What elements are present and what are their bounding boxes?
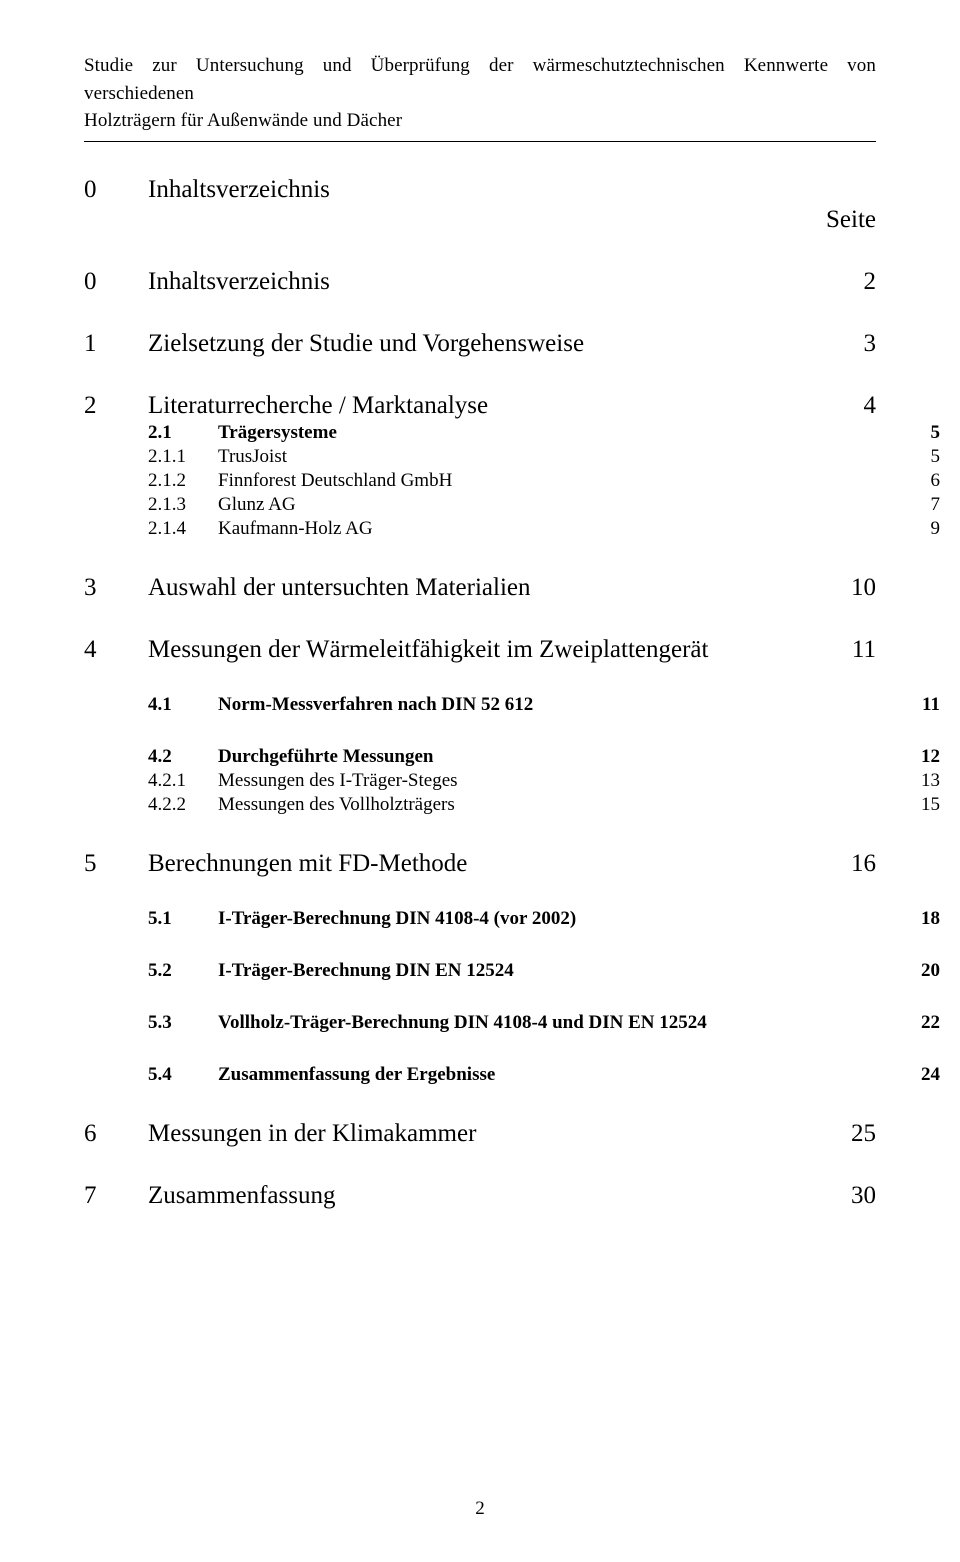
toc-entry-title: Messungen des I-Träger-Steges [218, 770, 900, 792]
toc-entry: 2.1.1TrusJoist5 [84, 446, 940, 468]
toc-entry: 2.1.4Kaufmann-Holz AG9 [84, 518, 940, 540]
toc-entry-number: 3 [84, 574, 148, 602]
toc-heading-number: 0 [84, 176, 148, 204]
page: Studie zur Untersuchung und Überprüfung … [0, 0, 960, 1562]
toc-entry-title: Finnforest Deutschland GmbH [218, 470, 900, 492]
toc-entry: 2.1.2Finnforest Deutschland GmbH6 [84, 470, 940, 492]
toc-entry-page: 12 [900, 746, 940, 768]
toc-entry-page: 4 [836, 392, 876, 420]
toc-entry-title: Vollholz-Träger-Berechnung DIN 4108-4 un… [218, 1012, 900, 1034]
toc-entry-number: 7 [84, 1182, 148, 1210]
toc-entry-page: 22 [900, 1012, 940, 1034]
toc-entry: 3Auswahl der untersuchten Materialien10 [84, 574, 876, 602]
toc-entry-number: 4.2 [148, 746, 218, 768]
toc-entry-title: Zusammenfassung der Ergebnisse [218, 1064, 900, 1086]
toc-entry: 4.1Norm-Messverfahren nach DIN 52 61211 [84, 694, 940, 716]
page-number: 2 [0, 1498, 960, 1520]
toc-entry: 1Zielsetzung der Studie und Vorgehenswei… [84, 330, 876, 358]
toc-entry-title: Norm-Messverfahren nach DIN 52 612 [218, 694, 900, 716]
toc-entry-title: Trägersysteme [218, 422, 900, 444]
toc-entry: 6Messungen in der Klimakammer25 [84, 1120, 876, 1148]
toc-entry: 4.2.2Messungen des Vollholzträgers15 [84, 794, 940, 816]
toc-entry-title: I-Träger-Berechnung DIN EN 12524 [218, 960, 900, 982]
toc-entry-title: I-Träger-Berechnung DIN 4108-4 (vor 2002… [218, 908, 900, 930]
toc-entry-page: 5 [900, 422, 940, 444]
toc-entry-page: 18 [900, 908, 940, 930]
toc-entry-number: 2.1.1 [148, 446, 218, 468]
toc-entry-page: 25 [836, 1120, 876, 1148]
toc-entry-page: 9 [900, 518, 940, 540]
toc-entry: 5.1I-Träger-Berechnung DIN 4108-4 (vor 2… [84, 908, 940, 930]
toc-entry-page: 6 [900, 470, 940, 492]
toc-entry-page: 24 [900, 1064, 940, 1086]
toc-entry-page: 3 [836, 330, 876, 358]
toc-entry-title: Zielsetzung der Studie und Vorgehensweis… [148, 330, 836, 358]
toc-entry-title: Kaufmann-Holz AG [218, 518, 900, 540]
toc-entry: 4.2Durchgeführte Messungen12 [84, 746, 940, 768]
running-header: Studie zur Untersuchung und Überprüfung … [84, 52, 876, 135]
toc-entry-number: 6 [84, 1120, 148, 1148]
toc-entry-page: 11 [900, 694, 940, 716]
toc-entry: 4Messungen der Wärmeleitfähigkeit im Zwe… [84, 636, 876, 664]
toc-heading-row: 0 Inhaltsverzeichnis [84, 176, 876, 204]
toc-entry-number: 2.1.2 [148, 470, 218, 492]
toc-entry-title: Messungen der Wärmeleitfähigkeit im Zwei… [148, 636, 836, 664]
toc-entry-number: 5.2 [148, 960, 218, 982]
toc-entry-number: 4.2.1 [148, 770, 218, 792]
toc-entry-number: 4.1 [148, 694, 218, 716]
toc-entry-page: 15 [900, 794, 940, 816]
toc-entry-number: 2.1.3 [148, 494, 218, 516]
toc-entry-title: Glunz AG [218, 494, 900, 516]
header-divider [84, 141, 876, 142]
toc-entry-page: 11 [836, 636, 876, 664]
toc-entry: 4.2.1Messungen des I-Träger-Steges13 [84, 770, 940, 792]
toc-entry-title: Durchgeführte Messungen [218, 746, 900, 768]
toc-entry-page: 30 [836, 1182, 876, 1210]
toc-entry-page: 10 [836, 574, 876, 602]
toc-entry-number: 5.3 [148, 1012, 218, 1034]
toc-entry-title: Messungen in der Klimakammer [148, 1120, 836, 1148]
toc-entry-page: 20 [900, 960, 940, 982]
toc-entry: 2.1.3Glunz AG7 [84, 494, 940, 516]
toc-entry: 7Zusammenfassung30 [84, 1182, 876, 1210]
toc-entry-title: Messungen des Vollholzträgers [218, 794, 900, 816]
seite-label: Seite [84, 206, 876, 234]
toc-entry: 2Literaturrecherche / Marktanalyse4 [84, 392, 876, 420]
toc-entry-page: 2 [836, 268, 876, 296]
toc-entry-page: 13 [900, 770, 940, 792]
toc-entry-number: 0 [84, 268, 148, 296]
toc-entry: 5.4Zusammenfassung der Ergebnisse24 [84, 1064, 940, 1086]
toc-entry-number: 2.1.4 [148, 518, 218, 540]
toc-entry-number: 5 [84, 850, 148, 878]
toc-entry-title: Berechnungen mit FD-Methode [148, 850, 836, 878]
toc-entry-number: 2.1 [148, 422, 218, 444]
toc-entry: 0Inhaltsverzeichnis2 [84, 268, 876, 296]
toc-entry-page: 16 [836, 850, 876, 878]
toc-entry-page: 7 [900, 494, 940, 516]
toc-entry-number: 5.1 [148, 908, 218, 930]
toc-entry-title: Zusammenfassung [148, 1182, 836, 1210]
toc-entry-number: 2 [84, 392, 148, 420]
toc-entry: 5Berechnungen mit FD-Methode16 [84, 850, 876, 878]
toc-container: 0Inhaltsverzeichnis21Zielsetzung der Stu… [84, 268, 876, 1210]
toc-entry-title: Auswahl der untersuchten Materialien [148, 574, 836, 602]
header-line-2: Holzträgern für Außenwände und Dächer [84, 110, 402, 131]
toc-entry-title: TrusJoist [218, 446, 900, 468]
toc-entry-number: 5.4 [148, 1064, 218, 1086]
toc-entry-number: 4.2.2 [148, 794, 218, 816]
toc-entry: 2.1Trägersysteme5 [84, 422, 940, 444]
toc-heading-title: Inhaltsverzeichnis [148, 176, 330, 204]
header-line-1: Studie zur Untersuchung und Überprüfung … [84, 55, 876, 104]
toc-entry: 5.2I-Träger-Berechnung DIN EN 1252420 [84, 960, 940, 982]
toc-entry: 5.3Vollholz-Träger-Berechnung DIN 4108-4… [84, 1012, 940, 1034]
toc-entry-page: 5 [900, 446, 940, 468]
toc-entry-title: Inhaltsverzeichnis [148, 268, 836, 296]
toc-entry-title: Literaturrecherche / Marktanalyse [148, 392, 836, 420]
toc-entry-number: 4 [84, 636, 148, 664]
toc-entry-number: 1 [84, 330, 148, 358]
